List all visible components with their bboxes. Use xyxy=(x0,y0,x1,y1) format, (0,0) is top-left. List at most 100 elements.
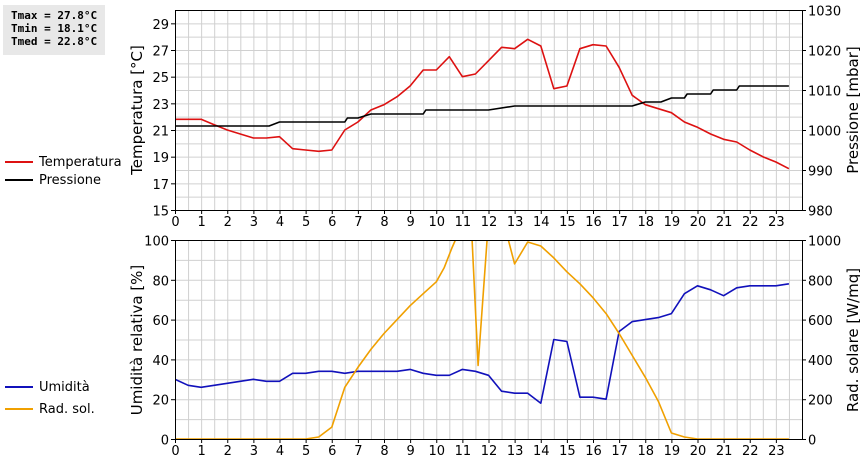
top-x-tick-label: 8 xyxy=(380,215,388,230)
bottom-x-tick-label: 23 xyxy=(768,444,785,459)
top-x-tick-label: 1 xyxy=(197,215,205,230)
top-x-tick-label: 4 xyxy=(276,215,284,230)
bottom-x-tick-label: 9 xyxy=(406,444,414,459)
bottom-x-tick-label: 11 xyxy=(455,444,472,459)
bottom-x-tick-label: 19 xyxy=(664,444,681,459)
bottom-axes: 0 1 2 3 4 5 6 7 8 9 10 11 12 13 14 15 16 17 18 19 20 21 22 2302… xyxy=(144,235,841,460)
bottom-x-tick-label: 21 xyxy=(716,444,733,459)
bottom-x-tick-label: 3 xyxy=(250,444,258,459)
bottom-y2-tick-label: 200 xyxy=(808,394,833,409)
series-line-radiation xyxy=(175,240,789,439)
top-y2-axis-title: Pressione [mbar] xyxy=(844,46,860,174)
stats-box: Tmax = 27.8°C Tmin = 18.1°C Tmed = 22.8°… xyxy=(3,5,105,55)
bottom-y-tick-label: 0 xyxy=(161,434,169,449)
top-y-tick-label: 23 xyxy=(152,98,169,113)
legend-label-radiation: Rad. sol. xyxy=(39,402,95,417)
top-x-tick-label: 15 xyxy=(559,215,576,230)
top-x-tick-label: 13 xyxy=(507,215,524,230)
top-y-tick-label: 25 xyxy=(152,71,169,86)
bottom-y-tick-label: 20 xyxy=(152,394,169,409)
bottom-x-tick-label: 7 xyxy=(354,444,362,459)
top-x-tick-label: 16 xyxy=(585,215,602,230)
top-x-tick-label: 5 xyxy=(302,215,310,230)
top-x-tick-label: 12 xyxy=(481,215,498,230)
legend-label-pressure: Pressione xyxy=(39,173,101,188)
top-axes: 0 1 2 3 4 5 6 7 8 9 10 11 12 13 14 15 16 17 18 19 20 21 22 2315… xyxy=(152,5,841,231)
bottom-y2-tick-label: 1000 xyxy=(808,235,841,250)
series-line-humidity xyxy=(175,283,790,405)
top-x-tick-label: 6 xyxy=(328,215,336,230)
top-y2-tick-label: 1030 xyxy=(808,5,841,20)
top-y-tick-label: 21 xyxy=(152,125,169,140)
top-legend: Temperatura Pressione xyxy=(5,155,122,188)
bottom-x-tick-label: 4 xyxy=(276,444,284,459)
bottom-x-tick-label: 5 xyxy=(302,444,310,459)
bottom-y-tick-label: 40 xyxy=(152,354,169,369)
top-x-tick-label: 0 xyxy=(171,215,179,230)
top-x-tick-label: 3 xyxy=(250,215,258,230)
bottom-y2-tick-label: 0 xyxy=(808,434,816,449)
top-y-tick-label: 29 xyxy=(152,18,169,33)
series-line-temperature xyxy=(175,38,790,170)
bottom-y-tick-label: 60 xyxy=(152,314,169,329)
bottom-x-tick-label: 8 xyxy=(380,444,388,459)
bottom-y2-tick-label: 800 xyxy=(808,274,833,289)
top-x-tick-label: 18 xyxy=(637,215,654,230)
bottom-y2-axis-title: Rad. solare [W/mq] xyxy=(844,268,860,412)
top-x-tick-label: 14 xyxy=(533,215,550,230)
top-series xyxy=(175,38,790,170)
top-x-tick-label: 2 xyxy=(224,215,232,230)
top-grid xyxy=(175,10,802,210)
bottom-x-tick-label: 1 xyxy=(197,444,205,459)
bottom-series xyxy=(175,240,790,439)
bottom-x-tick-label: 0 xyxy=(171,444,179,459)
bottom-grid xyxy=(175,240,802,439)
top-x-tick-label: 17 xyxy=(611,215,628,230)
top-y-tick-label: 19 xyxy=(152,151,169,166)
top-x-tick-label: 10 xyxy=(428,215,445,230)
bottom-x-tick-label: 15 xyxy=(559,444,576,459)
top-x-tick-label: 21 xyxy=(716,215,733,230)
bottom-x-tick-label: 2 xyxy=(224,444,232,459)
legend-label-temperature: Temperatura xyxy=(38,155,122,170)
legend-label-humidity: Umidità xyxy=(39,380,90,395)
bottom-x-tick-label: 18 xyxy=(637,444,654,459)
bottom-x-tick-label: 14 xyxy=(533,444,550,459)
top-y2-tick-label: 990 xyxy=(808,165,833,180)
top-x-tick-label: 11 xyxy=(455,215,472,230)
top-y2-tick-label: 1000 xyxy=(808,125,841,140)
top-x-tick-label: 7 xyxy=(354,215,362,230)
top-y-tick-label: 15 xyxy=(152,205,169,220)
top-x-tick-label: 9 xyxy=(406,215,414,230)
top-y2-tick-label: 1010 xyxy=(808,85,841,100)
tmax-label: Tmax = 27.8°C xyxy=(11,9,98,22)
tmed-label: Tmed = 22.8°C xyxy=(11,35,98,48)
top-y-axis-title: Temperatura [°C] xyxy=(128,45,146,176)
bottom-x-tick-label: 17 xyxy=(611,444,628,459)
bottom-y2-tick-label: 400 xyxy=(808,354,833,369)
bottom-y-axis-title: Umidità relativa [%] xyxy=(128,265,146,416)
top-x-tick-label: 19 xyxy=(664,215,681,230)
top-x-tick-label: 23 xyxy=(768,215,785,230)
bottom-x-tick-label: 16 xyxy=(585,444,602,459)
top-y2-tick-label: 1020 xyxy=(808,45,841,60)
top-y-tick-label: 17 xyxy=(152,178,169,193)
humidity-radiation-chart: 0 1 2 3 4 5 6 7 8 9 10 11 12 13 14 15 16 17 18 19 20 21 22 2302… xyxy=(128,235,860,460)
bottom-x-tick-label: 13 xyxy=(507,444,524,459)
bottom-y2-tick-label: 600 xyxy=(808,314,833,329)
series-line-pressure xyxy=(175,85,789,127)
bottom-y-tick-label: 80 xyxy=(152,274,169,289)
bottom-x-tick-label: 10 xyxy=(428,444,445,459)
bottom-x-tick-label: 6 xyxy=(328,444,336,459)
bottom-x-tick-label: 12 xyxy=(481,444,498,459)
temperature-pressure-chart: 0 1 2 3 4 5 6 7 8 9 10 11 12 13 14 15 16 17 18 19 20 21 22 2315… xyxy=(128,5,860,231)
top-y-tick-label: 27 xyxy=(152,45,169,60)
bottom-y-tick-label: 100 xyxy=(144,235,169,250)
bottom-legend: Umidità Rad. sol. xyxy=(5,380,95,417)
top-x-tick-label: 20 xyxy=(690,215,707,230)
top-y2-tick-label: 980 xyxy=(808,205,833,220)
tmin-label: Tmin = 18.1°C xyxy=(11,22,98,35)
bottom-x-tick-label: 22 xyxy=(742,444,759,459)
bottom-x-tick-label: 20 xyxy=(690,444,707,459)
